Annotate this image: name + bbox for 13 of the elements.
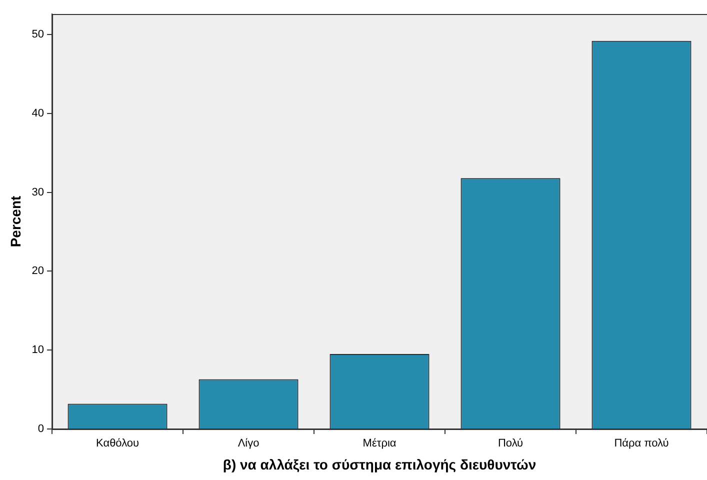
y-axis-title: Percent: [7, 195, 24, 248]
y-tick-label: 10: [32, 344, 44, 356]
x-axis-title: β) να αλλάξει το σύστημα επιλογής διευθυντών: [222, 456, 536, 472]
y-tick-label: 20: [32, 265, 44, 278]
y-tick-label: 40: [32, 107, 44, 120]
x-tick-label: Πάρα πολύ: [614, 438, 669, 450]
y-tick-label: 0: [38, 423, 44, 436]
x-tick-label: Λίγο: [238, 438, 260, 450]
x-tick-label: Μέτρια: [362, 438, 397, 450]
y-tick-label: 50: [32, 28, 44, 41]
y-tick-label: 30: [32, 186, 44, 198]
x-tick-label: Πολύ: [498, 438, 524, 450]
x-tick-label: Καθόλου: [96, 438, 140, 450]
